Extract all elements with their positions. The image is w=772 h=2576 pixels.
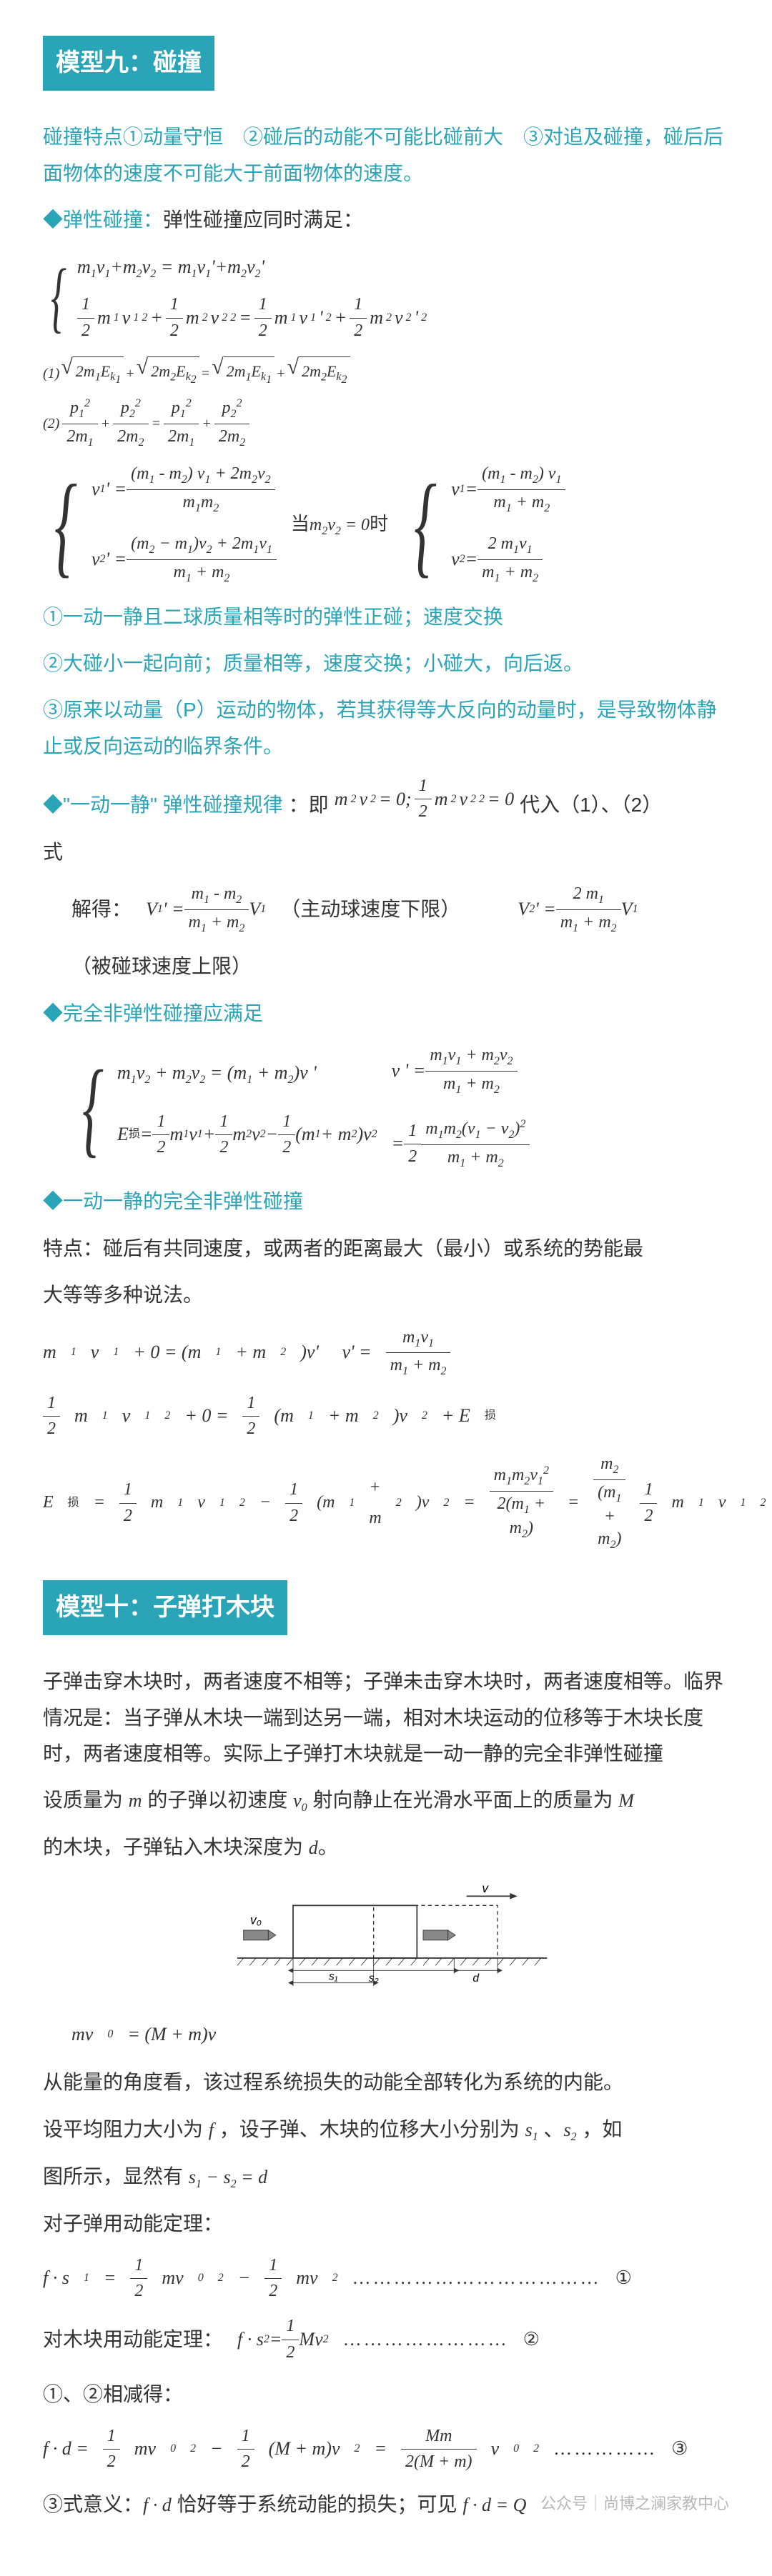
elastic-lead: ◆弹性碰撞： bbox=[43, 209, 163, 231]
note1: ①一动一静且二球质量相等时的弹性正碰；速度交换 bbox=[43, 599, 729, 635]
ke1-eq: f · s1 = 12mv02 − 12mv2 ……………………………… ① bbox=[43, 2255, 729, 2302]
ke2-label: 对木块用动能定理： bbox=[43, 2322, 223, 2357]
solve-row: 解得： V1' = m1 - m2m1 + m2 V1 （主动球速度下限） V2… bbox=[43, 883, 729, 936]
model10-header: 模型十：子弹打木块 bbox=[43, 1580, 287, 1635]
eq1-label: ① bbox=[615, 2262, 632, 2295]
when-label: 当 bbox=[291, 514, 310, 534]
svg-text:d: d bbox=[472, 1972, 480, 1985]
svg-text:v₀: v₀ bbox=[250, 1912, 262, 1927]
sub2-mid: ：即 bbox=[289, 787, 329, 823]
v2note: （被碰球速度上限） bbox=[71, 949, 729, 984]
inelastic-1d-static-1: m1v1 + 0 = (m1 + m2)v' v' = m1v1m1 + m2 bbox=[43, 1327, 729, 1379]
setf-line: 设平均阻力大小为 f ，设子弹、木块的位移大小分别为 s1 、s2 ，如 bbox=[43, 2112, 729, 2148]
fd-eq: f · d = 12mv02 − 12(M + m)v2 = Mm2(M + m… bbox=[43, 2425, 729, 2473]
feature-line: 特点：碰后有共同速度，或两者的距离最大（最小）或系统的势能最 bbox=[43, 1231, 729, 1267]
inelastic-1d-static-3: E损 = 12m1v12 − 12(m1 + m2)v 2 = m1m2v122… bbox=[43, 1453, 729, 1553]
v1note: （主动球速度下限） bbox=[280, 892, 460, 927]
sub3: ◆完全非弹性碰撞应满足 bbox=[43, 996, 729, 1032]
note3: ③原来以动量（P）运动的物体，若其获得等大反向的动量时，是导致物体静止或反向运动… bbox=[43, 692, 729, 764]
when-tail: 时 bbox=[370, 514, 388, 534]
vresult-row: { v1' = (m1 - m2) v1 + 2m2v2m1m2 v2' = (… bbox=[43, 463, 729, 586]
momentum-eq: mv0 = (M + m)v bbox=[71, 2018, 729, 2052]
feature-line2: 大等等多种说法。 bbox=[43, 1277, 729, 1313]
solve-label: 解得： bbox=[71, 892, 132, 927]
model10-setup: 设质量为 m 的子弹以初速度 v0 射向静止在光滑水平面上的质量为 M bbox=[43, 1782, 729, 1819]
model9-header: 模型九：碰撞 bbox=[43, 36, 214, 91]
model10-setup2: 的木块，子弹钻入木块深度为 d。 bbox=[43, 1829, 729, 1865]
sub2-tail: 代入（1）、（2） bbox=[520, 787, 662, 823]
energy-note: 从能量的角度看，该过程系统损失的动能全部转化为系统的内能。 bbox=[43, 2065, 729, 2100]
note2: ②大碰小一起向前；质量相等，速度交换；小碰大，向后返。 bbox=[43, 646, 729, 682]
bullet-block-diagram: v₀ v s₂ s₁ d bbox=[43, 1884, 729, 2001]
inelastic-1d-static-2: 12m1v12 + 0 = 12(m1 + m2)v2 + E损 bbox=[43, 1392, 729, 1440]
ke2-line: 对木块用动能定理： f · s2 = 12Mv2 …………………… ② bbox=[43, 2315, 729, 2363]
model9-intro: 碰撞特点①动量守恒 ②碰后的动能不可能比碰前大 ③对追及碰撞，碰后后面物体的速度… bbox=[43, 119, 729, 191]
svg-text:v: v bbox=[482, 1884, 489, 1895]
one-move-one-still: ◆"一动一静" 弹性碰撞规律：即 m2v2 = 0;12m2v22 = 0 代入… bbox=[43, 775, 729, 823]
sub12: ①、②相减得： bbox=[43, 2377, 729, 2412]
shi: 式 bbox=[43, 834, 729, 870]
sub4: ◆一动一静的完全非弹性碰撞 bbox=[43, 1184, 729, 1219]
elastic-system-row: { m1v1+m2v2 = m1v1'+m2v2' 12m1v12+ 12m2v… bbox=[43, 251, 729, 450]
inelastic-system: { m1v2 + m2v2 = (m1 + m2)v ' E损 = 12m1v1… bbox=[71, 1044, 729, 1171]
feature-label: 特点： bbox=[43, 1237, 103, 1259]
ke1-label: 对子弹用动能定理： bbox=[43, 2206, 729, 2242]
feature-text: 碰后有共同速度，或两者的距离最大（最小）或系统的势能最 bbox=[103, 1237, 643, 1259]
fig-line: 图所示，显然有 s1 − s2 = d bbox=[43, 2159, 729, 2195]
elastic-tail: 弹性碰撞应同时满足： bbox=[163, 209, 363, 231]
sub2-lead: ◆"一动一静" 弹性碰撞规律 bbox=[43, 787, 283, 823]
eq3-label: ③ bbox=[671, 2432, 688, 2466]
elastic-heading: ◆弹性碰撞：弹性碰撞应同时满足： bbox=[43, 202, 729, 238]
eq2-label: ② bbox=[523, 2323, 540, 2357]
watermark: 公众号｜尚博之澜家教中心 bbox=[540, 2490, 729, 2518]
model10-intro: 子弹击穿木块时，两者速度不相等；子弹未击穿木块时，两者速度相等。临界情况是：当子… bbox=[43, 1664, 729, 1772]
svg-text:s₁: s₁ bbox=[329, 1970, 338, 1982]
